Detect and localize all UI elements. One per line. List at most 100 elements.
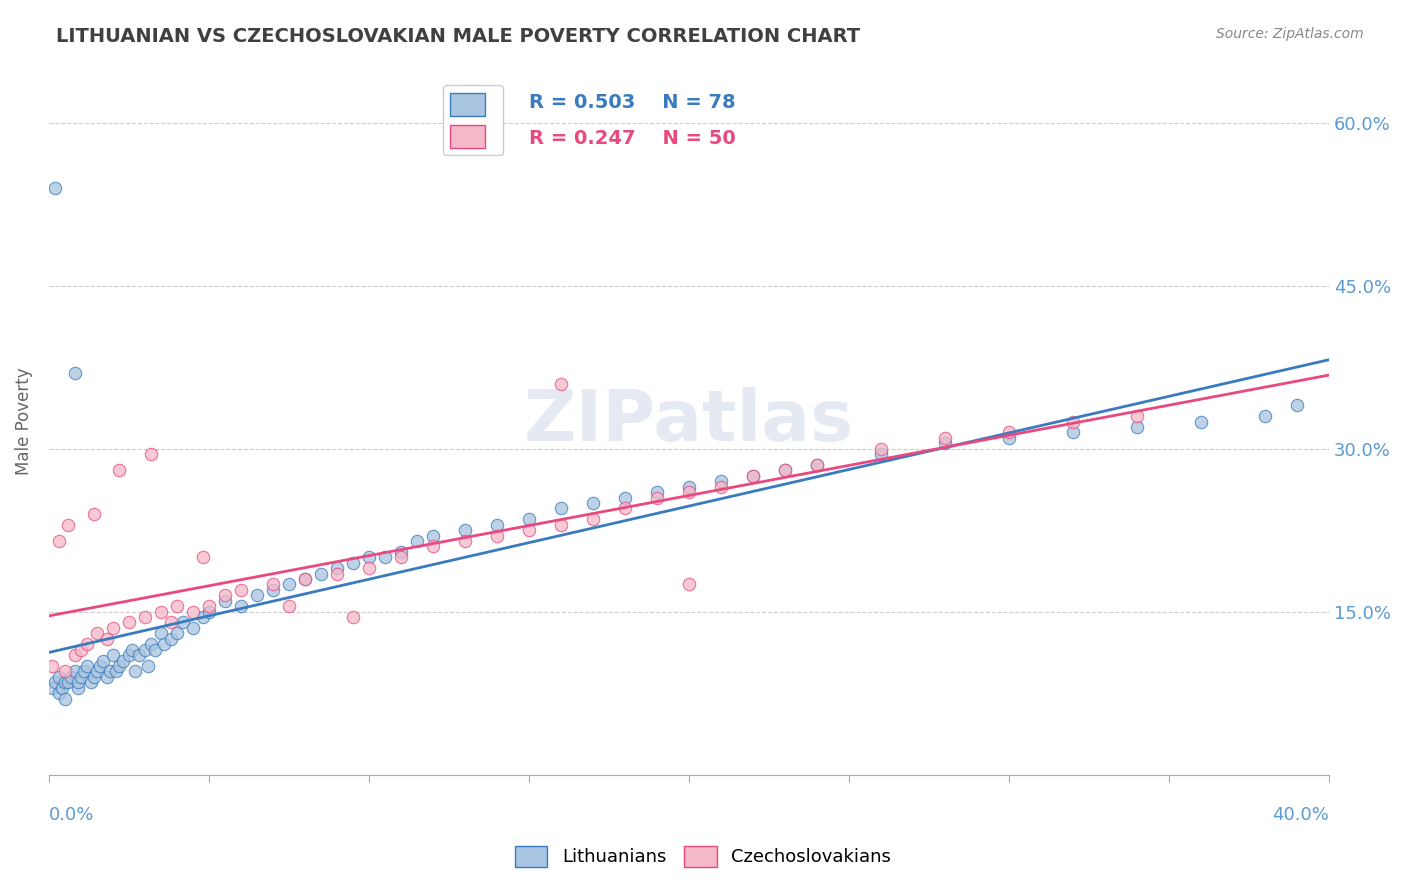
Point [934,431,956,445]
Point [60,670,83,684]
Point [41,659,63,673]
Point [53,691,76,706]
Point [262,577,284,591]
Point [153,637,176,651]
Point [83,670,105,684]
Point [229,582,252,597]
Point [262,582,284,597]
Point [105,665,128,679]
Point [229,599,252,614]
Point [678,577,700,591]
Point [96,632,118,646]
Point [108,463,131,477]
Point [806,458,828,472]
Point [485,517,508,532]
Point [870,442,893,456]
Point [118,615,141,630]
Point [294,572,316,586]
Point [121,642,143,657]
Point [278,577,301,591]
Point [86,665,108,679]
Point [56,517,79,532]
Point [172,615,194,630]
Point [1189,415,1212,429]
Point [389,545,412,559]
Point [41,681,63,695]
Point [83,507,105,521]
Point [89,659,111,673]
Point [181,621,204,635]
Point [118,648,141,662]
Text: ZIPatlas: ZIPatlas [524,387,853,456]
Point [70,670,93,684]
Point [582,512,605,526]
Point [143,642,166,657]
Point [1062,425,1084,440]
Point [111,653,134,667]
Point [214,594,236,608]
Point [742,468,765,483]
Point [1254,409,1277,423]
Point [342,610,364,624]
Point [422,540,444,554]
Point [374,550,396,565]
Point [79,675,101,690]
Text: LITHUANIAN VS CZECHOSLOVAKIAN MALE POVERTY CORRELATION CHART: LITHUANIAN VS CZECHOSLOVAKIAN MALE POVER… [56,27,860,45]
Point [326,566,349,581]
Text: Source: ZipAtlas.com: Source: ZipAtlas.com [1216,27,1364,41]
Point [1062,415,1084,429]
Point [53,665,76,679]
Point [614,491,637,505]
Point [159,615,181,630]
Point [1285,398,1308,412]
Point [614,501,637,516]
Point [678,480,700,494]
Point [134,610,156,624]
Text: 40.0%: 40.0% [1272,806,1329,824]
Point [645,485,668,500]
Point [70,642,93,657]
Point [44,675,66,690]
Point [86,626,108,640]
Point [108,659,131,673]
Point [63,366,86,380]
Text: R = 0.247    N = 50: R = 0.247 N = 50 [529,128,735,147]
Point [51,681,73,695]
Point [101,621,124,635]
Point [96,670,118,684]
Point [73,665,96,679]
Legend: , : , [443,86,503,155]
Text: 0.0%: 0.0% [49,806,94,824]
Point [166,626,188,640]
Point [191,610,214,624]
Point [342,556,364,570]
Point [48,686,70,700]
Point [389,550,412,565]
Point [357,550,380,565]
Point [582,496,605,510]
Point [934,436,956,450]
Point [294,572,316,586]
Point [998,431,1021,445]
Point [198,599,221,614]
Point [309,566,332,581]
Point [773,463,796,477]
Point [678,485,700,500]
Point [66,675,89,690]
Point [1126,420,1149,434]
Point [141,637,163,651]
Point [149,605,172,619]
Point [181,605,204,619]
Point [710,475,733,489]
Point [278,599,301,614]
Text: R = 0.503    N = 78: R = 0.503 N = 78 [529,94,735,112]
Point [48,534,70,549]
Point [550,501,572,516]
Point [326,561,349,575]
Point [141,447,163,461]
Point [998,425,1021,440]
Point [1126,409,1149,423]
Point [166,599,188,614]
Point [742,468,765,483]
Point [454,534,477,549]
